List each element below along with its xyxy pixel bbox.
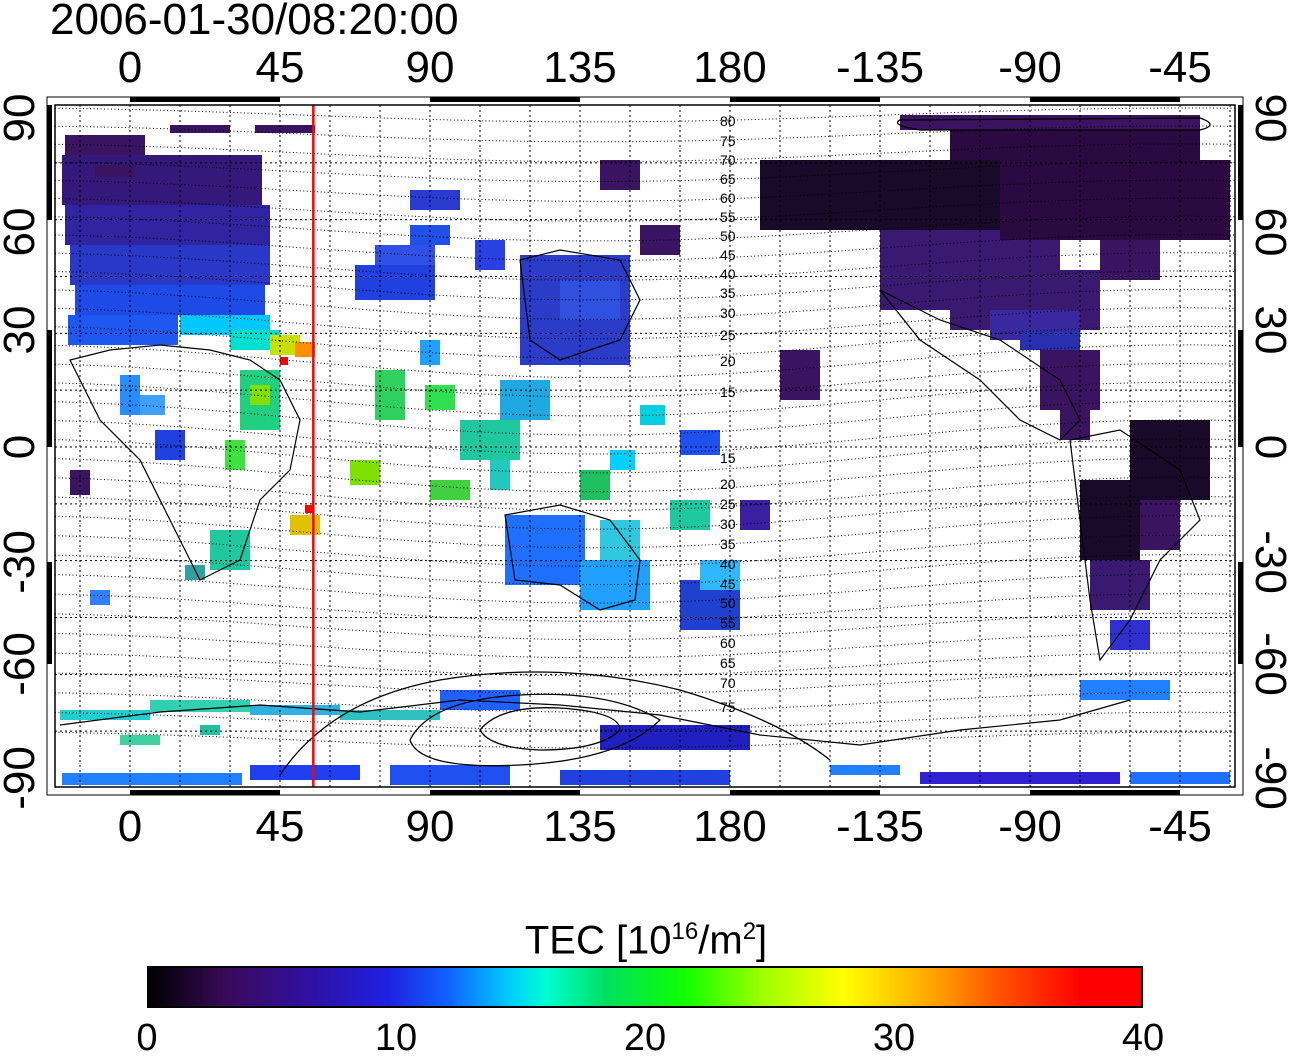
magnetic-contour xyxy=(55,288,1235,320)
contour-label: 25 xyxy=(720,496,736,512)
lon-tick-bottom: 135 xyxy=(543,802,617,851)
frame-tick-bar xyxy=(1030,790,1180,795)
magnetic-contour xyxy=(55,731,1235,749)
magnetic-contour xyxy=(55,573,1235,604)
frame-tick-bar xyxy=(430,97,580,102)
magnetic-contour xyxy=(55,215,1235,242)
colorbar-tick: 10 xyxy=(374,1017,418,1059)
contour-label: 60 xyxy=(720,190,736,206)
lon-tick-bottom: -90 xyxy=(998,802,1062,851)
colorbar-title-prefix: TEC [10 xyxy=(524,918,672,963)
magnetic-contour xyxy=(55,125,1235,143)
magnetic-contour xyxy=(55,234,1235,262)
lon-tick-bottom: -135 xyxy=(835,802,925,851)
magnetic-contour xyxy=(55,692,1235,713)
contour-label: 65 xyxy=(720,171,736,187)
frame-tick-bar xyxy=(130,790,280,795)
frame-tick-bar xyxy=(1238,562,1243,664)
lon-tick-top: 90 xyxy=(405,43,455,92)
contour-label: 55 xyxy=(720,615,736,631)
frame-tick-bar xyxy=(47,562,52,664)
contour-label-group: 80 75 70 65 60 55 50 45 40 35 30 25 20 15 15 20 25 30 35 40… xyxy=(720,113,736,715)
lon-tick-bottom: 90 xyxy=(405,802,455,851)
frame-tick-bar xyxy=(430,790,580,795)
contour-label: 45 xyxy=(720,576,736,592)
contour-label: 60 xyxy=(720,635,736,651)
frame-tick-marks xyxy=(47,97,1243,795)
colorbar-title-suffix: ] xyxy=(756,918,768,963)
contour-label: 45 xyxy=(720,247,736,263)
frame-tick-bar xyxy=(1238,105,1243,220)
contour-label: 35 xyxy=(720,536,736,552)
contour-label: 40 xyxy=(720,556,736,572)
contour-label: 75 xyxy=(720,133,736,149)
lon-tick-top: 0 xyxy=(117,43,143,92)
graticule xyxy=(55,105,1235,787)
lon-tick-top: 135 xyxy=(543,43,617,92)
contour-label: 30 xyxy=(720,516,736,532)
magnetic-contour xyxy=(55,593,1235,622)
colorbar-title-unit-exponent: 2 xyxy=(742,918,757,945)
frame-tick-bar xyxy=(1030,97,1180,102)
magnetic-contour xyxy=(55,672,1235,695)
magnetic-contour xyxy=(55,270,1235,301)
tec-data-layer xyxy=(60,115,1230,785)
frame-tick-bar xyxy=(47,105,52,220)
colorbar-tick: 30 xyxy=(872,1017,916,1059)
map-border xyxy=(54,104,1236,788)
contour-label: 20 xyxy=(720,476,736,492)
lon-tick-top: -90 xyxy=(998,43,1062,92)
contour-label: 80 xyxy=(720,113,736,129)
contour-label: 30 xyxy=(720,305,736,321)
lon-tick-top: -135 xyxy=(835,43,925,92)
contour-label: 35 xyxy=(720,285,736,301)
magnetic-contour xyxy=(55,161,1235,182)
contour-label: 55 xyxy=(720,209,736,225)
magnetic-contour xyxy=(55,652,1235,677)
magnetic-contour xyxy=(55,143,1235,163)
frame-tick-bar xyxy=(1238,330,1243,447)
magnetic-contour xyxy=(55,107,1235,123)
colorbar-title-unit: /m xyxy=(698,918,743,963)
contour-label: 20 xyxy=(720,353,736,369)
magnetic-contour xyxy=(55,711,1235,731)
contour-label: 70 xyxy=(720,675,736,691)
lon-tick-bottom: 45 xyxy=(255,802,305,851)
magnetic-latitude-contours xyxy=(55,107,1235,749)
colorbar-tick: 0 xyxy=(136,1017,158,1059)
contour-label: 40 xyxy=(720,266,736,282)
contour-label: 25 xyxy=(720,327,736,343)
timestamp-label: 2006-01-30/08:20:00 xyxy=(50,0,459,44)
magnetic-contour xyxy=(55,179,1235,202)
contour-label: 70 xyxy=(720,152,736,168)
frame-tick-bar xyxy=(47,330,52,447)
contour-label: 15 xyxy=(720,384,736,400)
contour-label: 50 xyxy=(720,228,736,244)
frame-tick-bar xyxy=(730,790,880,795)
magnetic-contour xyxy=(55,554,1235,586)
lon-tick-top: 45 xyxy=(255,43,305,92)
lon-tick-bottom: 0 xyxy=(117,802,143,851)
colorbar xyxy=(147,966,1143,1008)
lon-tick-top: -45 xyxy=(1148,43,1212,92)
contour-label: 15 xyxy=(720,450,736,466)
lon-tick-bottom: 180 xyxy=(693,802,767,851)
colorbar-tick: 40 xyxy=(1121,1017,1165,1059)
magnetic-contour xyxy=(55,612,1235,640)
polar-contours xyxy=(279,117,1211,776)
lon-tick-bottom: -45 xyxy=(1148,802,1212,851)
colorbar-title: TEC [1016/m2] xyxy=(0,908,1292,964)
contour-label: 75 xyxy=(720,699,736,715)
frame-tick-bar xyxy=(730,97,880,102)
colorbar-title-exponent: 16 xyxy=(671,918,699,945)
magnetic-contour xyxy=(55,632,1235,659)
magnetic-contour xyxy=(55,197,1235,222)
lon-tick-top: 180 xyxy=(693,43,767,92)
colorbar-tick: 20 xyxy=(623,1017,667,1059)
tec-map: 80 75 70 65 60 55 50 45 40 35 30 25 20 15 15 20 25 30 35 40… xyxy=(46,96,1244,796)
magnetic-contour xyxy=(55,252,1235,281)
contour-label: 50 xyxy=(720,595,736,611)
contour-label: 65 xyxy=(720,655,736,671)
frame-tick-bar xyxy=(130,97,280,102)
